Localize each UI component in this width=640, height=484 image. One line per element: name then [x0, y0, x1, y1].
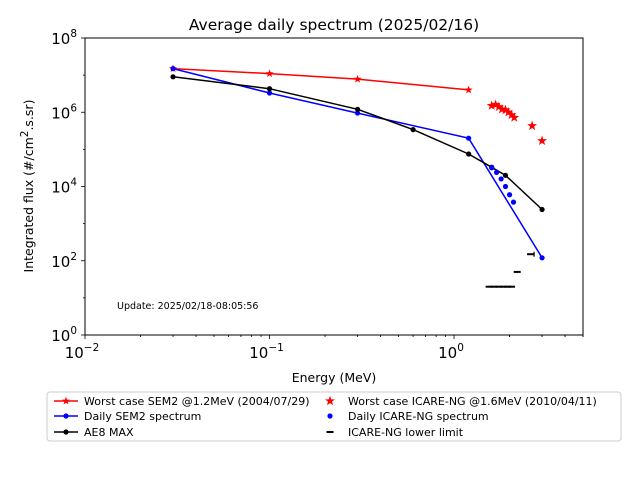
series-3-point	[354, 106, 361, 112]
legend-entry: Daily SEM2 spectrum	[54, 410, 201, 423]
y-tick-label: 104	[51, 177, 77, 197]
legend-label: Worst case SEM2 @1.2MeV (2004/07/29)	[84, 395, 309, 408]
y-tick-label: 100	[51, 325, 77, 345]
legend-entry: ICARE-NG lower limit	[326, 426, 464, 439]
series-2-point	[466, 135, 472, 141]
update-annotation: Update: 2025/02/18-08:05:56	[117, 301, 258, 312]
series-5-point	[506, 192, 513, 198]
chart-title: Average daily spectrum (2025/02/16)	[189, 16, 479, 34]
series-5-point	[502, 183, 509, 190]
series-5-point	[510, 199, 517, 205]
series-1-point	[353, 74, 362, 83]
legend-label: AE8 MAX	[84, 426, 134, 439]
series-3-point	[410, 127, 416, 133]
y-tick-label: 106	[51, 102, 77, 122]
series-5-point	[493, 169, 500, 175]
legend: Worst case SEM2 @1.2MeV (2004/07/29) Dail…	[46, 391, 622, 442]
series-5-point	[498, 176, 504, 182]
legend-entry: Worst case SEM2 @1.2MeV (2004/07/29)	[54, 395, 309, 408]
legend-swatch-marker	[61, 396, 71, 405]
series-3-line	[172, 76, 543, 211]
legend-label: Daily SEM2 spectrum	[84, 410, 201, 423]
series-2-point	[170, 65, 176, 72]
y-tick-label: 102	[51, 251, 77, 271]
series-2-line	[172, 67, 543, 259]
series-2-point	[539, 255, 545, 261]
legend-label: Worst case ICARE-NG @1.6MeV (2010/04/11)	[348, 395, 597, 408]
series-4-point	[527, 120, 538, 131]
series-1-point	[464, 85, 473, 94]
series-4-point	[509, 112, 520, 122]
series-1-point	[265, 69, 274, 78]
series-3-point	[502, 172, 509, 178]
series-4-point	[490, 99, 501, 109]
series-3-point	[466, 151, 472, 157]
series-2-point	[354, 110, 361, 116]
series-3-point	[170, 74, 176, 80]
x-tick-label: 10−2	[65, 342, 100, 362]
legend-swatch-marker	[327, 413, 333, 419]
legend-label: Daily ICARE-NG spectrum	[348, 410, 489, 423]
x-axis-label: Energy (MeV)	[292, 370, 377, 385]
series-4-point	[506, 109, 517, 120]
series-3-point	[539, 206, 545, 213]
series-4-point	[503, 107, 514, 117]
legend-entry: Worst case ICARE-NG @1.6MeV (2010/04/11)	[325, 395, 597, 408]
legend-swatch-marker	[63, 413, 69, 419]
series-1-line	[172, 67, 469, 91]
legend-swatch-marker	[325, 395, 335, 406]
series-5-point	[489, 165, 495, 171]
series-2-point	[266, 90, 273, 96]
plot-frame	[84, 37, 584, 336]
legend-label: ICARE-NG lower limit	[348, 426, 464, 439]
legend-entry: AE8 MAX	[54, 426, 134, 439]
legend-entry: Daily ICARE-NG spectrum	[327, 410, 489, 423]
legend-box	[46, 391, 622, 442]
series-3-point	[266, 86, 273, 92]
legend-swatch-marker	[63, 429, 69, 435]
x-tick-label: 10−1	[249, 342, 284, 362]
series-4-point	[486, 100, 497, 110]
x-tick-label: 100	[438, 342, 464, 362]
y-axis-label: Integrated flux (#/cm2.s.sr)	[19, 100, 36, 273]
y-tick-label: 108	[51, 28, 77, 48]
series-4-point	[493, 101, 504, 112]
series-4-point	[537, 135, 548, 146]
series-4-point	[500, 104, 511, 115]
